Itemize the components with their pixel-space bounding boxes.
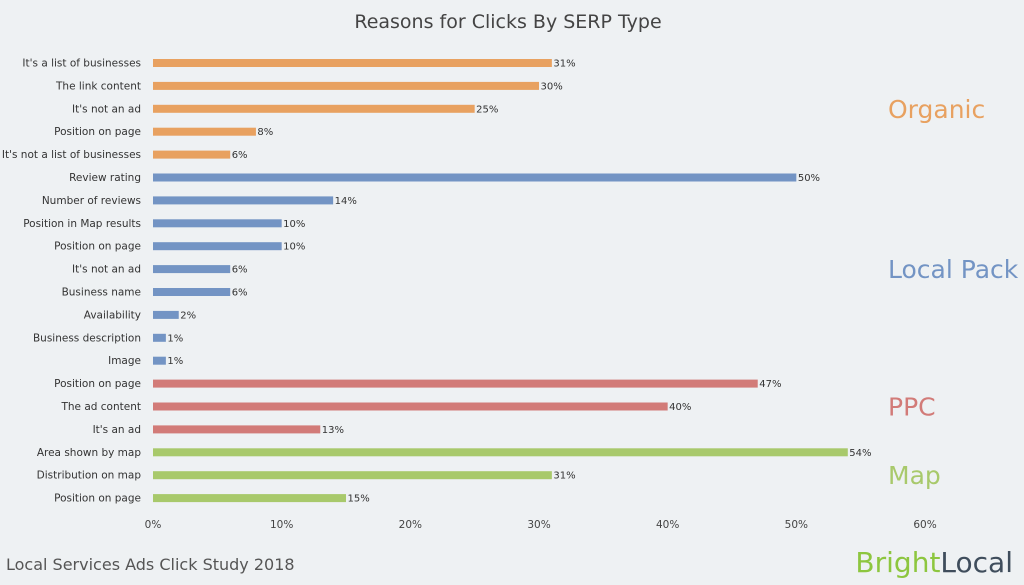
value-label-local-pack-position-in-map-results: 10%	[283, 219, 305, 230]
value-label-map-area-shown-by-map: 54%	[849, 448, 871, 459]
bar-organic-it-s-a-list-of-businesses	[153, 59, 552, 67]
group-label-map: Map	[888, 461, 941, 490]
brand-bright: Bright	[855, 546, 940, 579]
bar-organic-the-link-content	[153, 81, 539, 90]
value-label-ppc-position-on-page: 47%	[759, 379, 781, 390]
bar-local-pack-business-name	[153, 288, 231, 296]
category-label-ppc-the-ad-content: The ad content	[60, 401, 141, 413]
svg-text:BrightLocal: BrightLocal	[855, 546, 1013, 579]
value-label-local-pack-image: 1%	[167, 356, 183, 367]
x-tick-50: 50%	[785, 519, 808, 531]
bar-local-pack-it-s-not-an-ad	[153, 265, 231, 274]
value-label-organic-the-link-content: 30%	[541, 81, 563, 92]
value-label-ppc-the-ad-content: 40%	[669, 402, 691, 413]
bar-organic-position-on-page	[153, 127, 256, 136]
x-tick-60: 60%	[913, 519, 936, 531]
category-label-local-pack-business-name: Business name	[62, 287, 141, 299]
chart-title: Reasons for Clicks By SERP Type	[354, 11, 661, 33]
category-label-map-position-on-page: Position on page	[54, 493, 141, 505]
bar-local-pack-image	[153, 356, 166, 365]
value-label-local-pack-availability: 2%	[180, 310, 196, 321]
category-label-local-pack-business-description: Business description	[33, 332, 141, 344]
bar-local-pack-review-rating	[153, 173, 797, 182]
x-tick-0: 0%	[145, 519, 162, 531]
bar-local-pack-availability	[153, 310, 179, 319]
category-label-local-pack-it-s-not-an-ad: It's not an ad	[72, 264, 141, 276]
category-label-local-pack-position-in-map-results: Position in Map results	[23, 218, 141, 230]
value-label-local-pack-business-name: 6%	[232, 288, 248, 299]
x-tick-10: 10%	[270, 519, 293, 531]
bar-local-pack-position-on-page	[153, 242, 282, 251]
value-label-organic-it-s-not-a-list-of-businesses: 6%	[232, 150, 248, 161]
value-label-local-pack-position-on-page: 10%	[283, 242, 305, 253]
category-label-map-area-shown-by-map: Area shown by map	[37, 447, 142, 459]
bar-ppc-position-on-page	[153, 379, 758, 388]
group-label-ppc: PPC	[888, 393, 936, 422]
category-label-local-pack-review-rating: Review rating	[69, 172, 141, 184]
value-label-local-pack-number-of-reviews: 14%	[335, 196, 357, 207]
x-tick-40: 40%	[656, 519, 679, 531]
category-label-organic-it-s-not-an-ad: It's not an ad	[72, 103, 141, 115]
brand-local: Local	[940, 546, 1013, 579]
value-label-local-pack-review-rating: 50%	[798, 173, 820, 184]
group-label-organic: Organic	[888, 95, 985, 124]
value-label-organic-it-s-a-list-of-businesses: 31%	[553, 59, 575, 70]
category-label-map-distribution-on-map: Distribution on map	[37, 470, 142, 482]
category-label-organic-it-s-not-a-list-of-businesses: It's not a list of businesses	[2, 149, 141, 161]
bar-organic-it-s-not-an-ad	[153, 104, 475, 113]
value-label-local-pack-it-s-not-an-ad: 6%	[232, 265, 248, 276]
x-tick-30: 30%	[527, 519, 550, 531]
x-axis: 0% 10% 20% 30% 40% 50% 60%	[145, 519, 937, 531]
category-label-local-pack-availability: Availability	[84, 309, 141, 321]
category-label-local-pack-position-on-page: Position on page	[54, 241, 141, 253]
group-label-local-pack: Local Pack	[888, 255, 1019, 284]
value-label-organic-it-s-not-an-ad: 25%	[476, 104, 498, 115]
brightlocal-logo: BrightLocal	[855, 546, 1013, 579]
x-tick-20: 20%	[399, 519, 422, 531]
footer-study-title: Local Services Ads Click Study 2018	[6, 555, 295, 574]
bars-layer: It's a list of businesses 31% The link con…	[2, 58, 872, 505]
category-label-organic-position-on-page: Position on page	[54, 126, 141, 138]
bar-ppc-it-s-an-ad	[153, 425, 321, 434]
category-label-organic-it-s-a-list-of-businesses: It's a list of businesses	[22, 58, 141, 70]
value-label-map-position-on-page: 15%	[348, 494, 370, 505]
value-label-ppc-it-s-an-ad: 13%	[322, 425, 344, 436]
category-label-ppc-position-on-page: Position on page	[54, 378, 141, 390]
bar-map-distribution-on-map	[153, 471, 552, 480]
bar-local-pack-position-in-map-results	[153, 219, 282, 228]
bar-map-position-on-page	[153, 494, 346, 503]
bar-local-pack-business-description	[153, 333, 166, 342]
value-label-local-pack-business-description: 1%	[167, 333, 183, 344]
category-label-ppc-it-s-an-ad: It's an ad	[93, 424, 141, 436]
category-label-local-pack-number-of-reviews: Number of reviews	[42, 195, 141, 207]
group-labels: Organic Local Pack PPC Map	[888, 95, 1019, 490]
value-label-organic-position-on-page: 8%	[257, 127, 273, 138]
bar-organic-it-s-not-a-list-of-businesses	[153, 150, 231, 159]
bar-local-pack-number-of-reviews	[153, 196, 334, 205]
category-label-organic-the-link-content: The link content	[55, 80, 141, 92]
category-label-local-pack-image: Image	[108, 355, 141, 367]
value-label-map-distribution-on-map: 31%	[553, 471, 575, 482]
bar-ppc-the-ad-content	[153, 402, 668, 411]
bar-map-area-shown-by-map	[153, 448, 848, 457]
